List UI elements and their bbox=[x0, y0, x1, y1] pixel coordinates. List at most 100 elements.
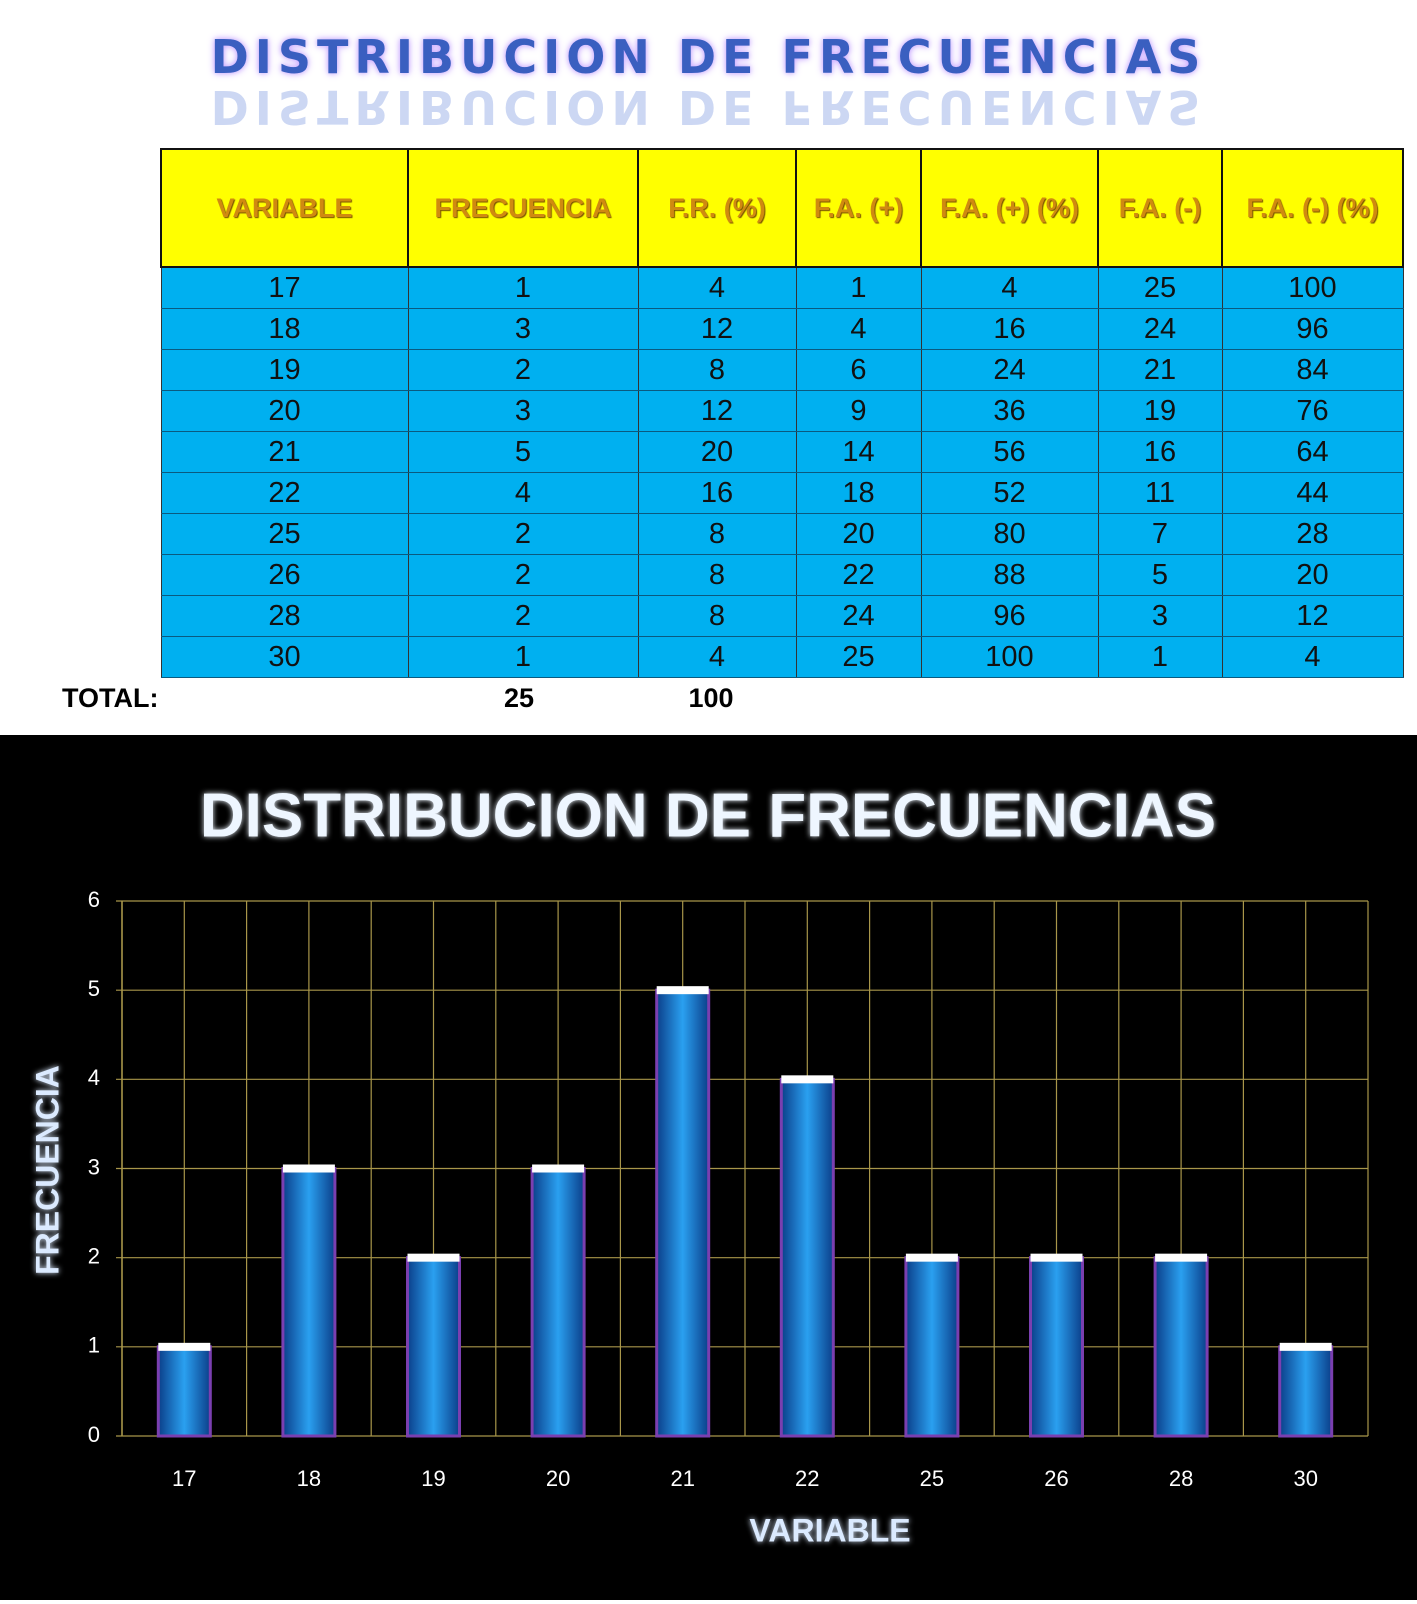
table-cell: 44 bbox=[1221, 472, 1404, 514]
table-cell: 4 bbox=[407, 472, 639, 514]
table-cell: 64 bbox=[1221, 431, 1404, 473]
bar bbox=[156, 1345, 212, 1438]
table-cell: 2 bbox=[407, 349, 639, 391]
table-cell: 24 bbox=[1097, 308, 1223, 350]
table-cell: 2 bbox=[407, 554, 639, 596]
y-tick-label: 6 bbox=[88, 887, 100, 912]
bar bbox=[1153, 1256, 1209, 1438]
table-cell: 25 bbox=[1097, 266, 1223, 309]
y-tick-label: 4 bbox=[88, 1065, 100, 1090]
bar-cap bbox=[905, 1253, 958, 1262]
table-cell: 16 bbox=[920, 308, 1099, 350]
table-row: 30 1 4 25 100 1 4 bbox=[160, 636, 1404, 678]
x-tick-label: 30 bbox=[1293, 1466, 1317, 1491]
table-row: 17 1 4 1 4 25 100 bbox=[160, 266, 1404, 309]
bar-cap bbox=[532, 1164, 585, 1173]
table-cell: 18 bbox=[795, 472, 922, 514]
table-row: 20 3 12 9 36 19 76 bbox=[160, 390, 1404, 432]
table-cell: 5 bbox=[407, 431, 639, 473]
x-tick-label: 19 bbox=[421, 1466, 445, 1491]
table-cell: 16 bbox=[1097, 431, 1223, 473]
table-cell: 4 bbox=[795, 308, 922, 350]
table-cell: 21 bbox=[1097, 349, 1223, 391]
table-cell: 14 bbox=[795, 431, 922, 473]
table-cell: 18 bbox=[160, 308, 409, 350]
table-cell: 21 bbox=[160, 431, 409, 473]
table-cell: 22 bbox=[160, 472, 409, 514]
table-cell: 96 bbox=[1221, 308, 1404, 350]
table-cell: 11 bbox=[1097, 472, 1223, 514]
column-header: VARIABLE bbox=[160, 148, 409, 268]
table-cell: 4 bbox=[637, 266, 797, 309]
table-cell: 1 bbox=[1097, 636, 1223, 678]
table-cell: 24 bbox=[795, 595, 922, 637]
title-reflection: DISTRIBUCION DE FRECUENCIAS bbox=[210, 82, 1207, 132]
table-cell: 22 bbox=[795, 554, 922, 596]
table-cell: 1 bbox=[407, 266, 639, 309]
table-cell: 3 bbox=[1097, 595, 1223, 637]
table-cell: 96 bbox=[920, 595, 1099, 637]
table-cell: 17 bbox=[160, 266, 409, 309]
x-tick-label: 28 bbox=[1169, 1466, 1193, 1491]
x-tick-label: 22 bbox=[795, 1466, 819, 1491]
bar bbox=[904, 1256, 960, 1438]
table-cell: 36 bbox=[920, 390, 1099, 432]
table-cell: 24 bbox=[920, 349, 1099, 391]
x-axis-label: VARIABLE bbox=[749, 1512, 910, 1548]
y-tick-label: 2 bbox=[88, 1243, 100, 1268]
table-cell: 52 bbox=[920, 472, 1099, 514]
column-header: F.A. (+) (%) bbox=[920, 148, 1099, 268]
y-tick-label: 3 bbox=[88, 1154, 100, 1179]
x-tick-label: 17 bbox=[172, 1466, 196, 1491]
table-cell: 6 bbox=[795, 349, 922, 391]
table-cell: 100 bbox=[1221, 266, 1404, 309]
table-cell: 88 bbox=[920, 554, 1099, 596]
bar-cap bbox=[781, 1075, 834, 1084]
table-cell: 28 bbox=[160, 595, 409, 637]
total-fr: 100 bbox=[688, 683, 734, 713]
column-header: FRECUENCIA bbox=[407, 148, 639, 268]
frequency-table: VARIABLE FRECUENCIA F.R. (%) F.A. (+) F.A. (… bbox=[160, 148, 1404, 678]
table-cell: 8 bbox=[637, 554, 797, 596]
total-label: TOTAL: bbox=[62, 683, 159, 713]
table-cell: 2 bbox=[407, 513, 639, 555]
bar bbox=[530, 1167, 586, 1438]
bar bbox=[406, 1256, 461, 1438]
table-cell: 12 bbox=[637, 390, 797, 432]
table-cell: 8 bbox=[637, 595, 797, 637]
table-cell: 3 bbox=[407, 308, 639, 350]
table-cell: 25 bbox=[795, 636, 922, 678]
bar-cap bbox=[1155, 1253, 1208, 1262]
bar bbox=[779, 1077, 835, 1438]
table-cell: 20 bbox=[637, 431, 797, 473]
table-cell: 5 bbox=[1097, 554, 1223, 596]
y-tick-label: 0 bbox=[88, 1422, 100, 1447]
y-tick-label: 1 bbox=[88, 1333, 100, 1358]
column-header: F.A. (+) bbox=[795, 148, 922, 268]
table-cell: 84 bbox=[1221, 349, 1404, 391]
table-cell: 2 bbox=[407, 595, 639, 637]
bar bbox=[281, 1167, 337, 1438]
table-cell: 12 bbox=[1221, 595, 1404, 637]
table-cell: 20 bbox=[795, 513, 922, 555]
bar bbox=[1029, 1256, 1084, 1438]
table-cell: 16 bbox=[637, 472, 797, 514]
table-row: 25 2 8 20 80 7 28 bbox=[160, 513, 1404, 555]
table-cell: 76 bbox=[1221, 390, 1404, 432]
bar bbox=[1278, 1345, 1334, 1438]
table-cell: 25 bbox=[160, 513, 409, 555]
table-cell: 4 bbox=[637, 636, 797, 678]
table-cell: 4 bbox=[1221, 636, 1404, 678]
table-row: 19 2 8 6 24 21 84 bbox=[160, 349, 1404, 391]
y-tick-label: 5 bbox=[88, 976, 100, 1001]
x-tick-label: 18 bbox=[297, 1466, 321, 1491]
table-cell: 1 bbox=[407, 636, 639, 678]
x-tick-label: 21 bbox=[670, 1466, 694, 1491]
table-row: 18 3 12 4 16 24 96 bbox=[160, 308, 1404, 350]
table-cell: 20 bbox=[1221, 554, 1404, 596]
chart-panel: DISTRIBUCION DE FRECUENCIAS VARIABLE FRE… bbox=[0, 735, 1417, 1600]
bar bbox=[655, 988, 711, 1438]
table-cell: 56 bbox=[920, 431, 1099, 473]
table-cell: 30 bbox=[160, 636, 409, 678]
